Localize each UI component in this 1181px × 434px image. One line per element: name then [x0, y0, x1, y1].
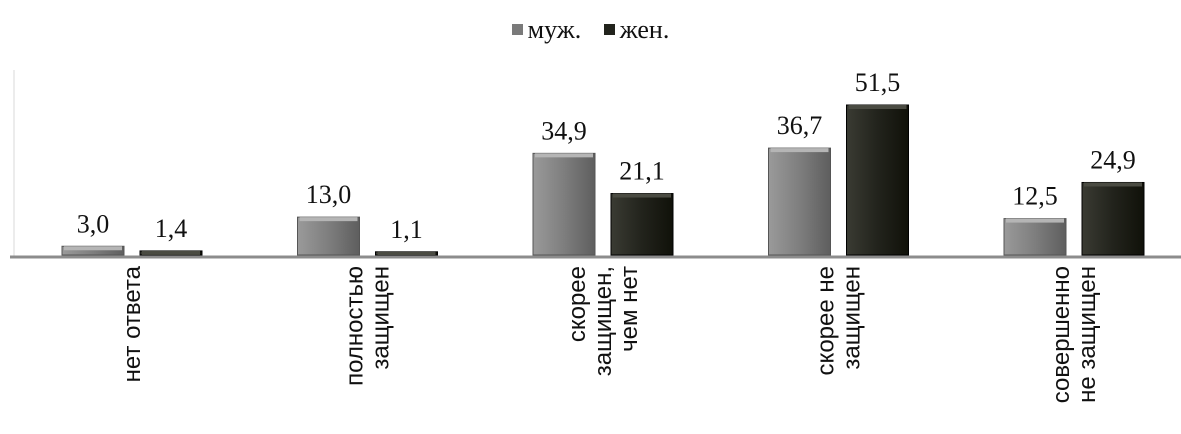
category-label-1: нет ответа [119, 265, 146, 382]
legend-swatch-male [511, 24, 523, 35]
bar-bevel-male-2 [299, 217, 358, 222]
bar-bevel-female-5 [1084, 182, 1142, 187]
bar-bevel-male-3 [535, 153, 593, 158]
legend-swatch-female [603, 24, 615, 35]
data-label-male-4: 36,7 [777, 111, 823, 140]
bar-male-2 [297, 216, 360, 256]
legend-item-female: жен. [603, 14, 670, 45]
data-label-male-2: 13,0 [306, 180, 352, 209]
legend-item-male: муж. [511, 14, 582, 45]
bar-female-3 [610, 193, 674, 256]
bar-bevel-female-1 [142, 250, 200, 255]
bar-female-4 [846, 104, 909, 256]
category-label-4: скорее незащищен [813, 266, 866, 375]
bar-bevel-male-5 [1006, 218, 1064, 223]
bar-bevel-female-4 [848, 105, 907, 109]
category-label-3: скореезащищен,чем нет [564, 266, 643, 376]
legend-label-male: муж. [527, 14, 582, 44]
bar-male-5 [1003, 218, 1067, 256]
data-label-female-4: 51,5 [855, 68, 901, 97]
data-label-male-1: 3,0 [77, 209, 110, 238]
data-label-female-3: 21,1 [619, 157, 665, 186]
bar-bevel-female-3 [613, 193, 671, 198]
data-label-male-3: 34,9 [541, 116, 587, 145]
data-label-male-5: 12,5 [1012, 182, 1058, 211]
bar-male-3 [532, 152, 596, 256]
legend-label-female: жен. [619, 14, 670, 44]
bar-bevel-male-4 [770, 148, 829, 153]
bar-bevel-male-1 [64, 246, 122, 251]
legend: муж. жен. [0, 12, 1181, 45]
bar-bevel-female-2 [377, 251, 436, 255]
bar-male-4 [768, 147, 831, 256]
category-label-2: полностьюзащищен [342, 266, 395, 386]
data-label-female-5: 24,9 [1090, 145, 1136, 174]
data-label-female-2: 1,1 [390, 215, 423, 244]
category-label-5: совершенноне защищен [1048, 266, 1101, 403]
data-label-female-1: 1,4 [155, 214, 188, 243]
bar-female-5 [1081, 181, 1145, 256]
